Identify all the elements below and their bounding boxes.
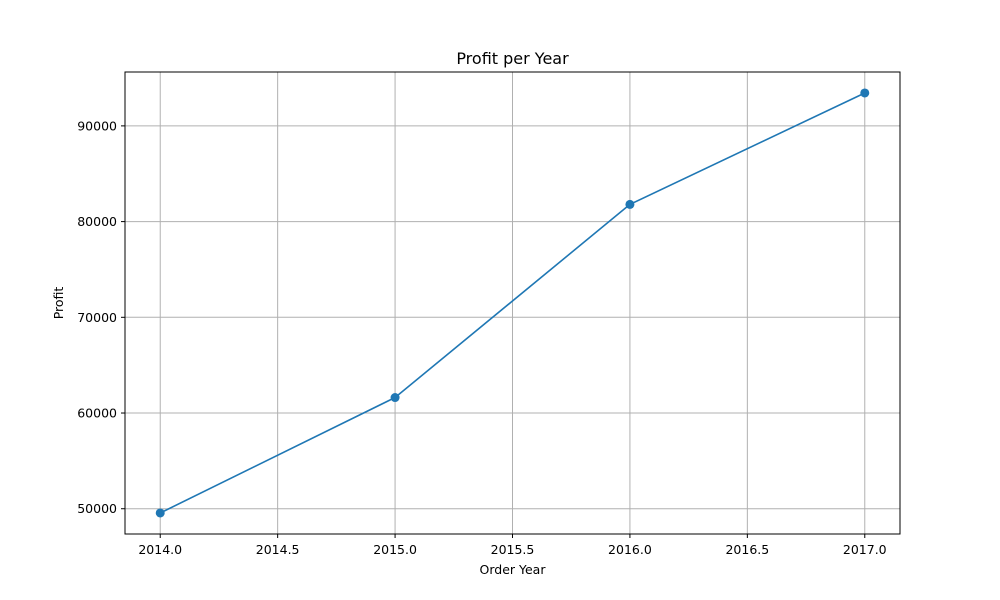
grid-layer <box>125 72 900 534</box>
data-point <box>390 393 400 403</box>
y-axis-label: Profit <box>51 287 66 320</box>
x-tick-label: 2014.0 <box>138 542 182 557</box>
series-line <box>159 92 866 514</box>
data-point <box>860 88 870 98</box>
x-tick-label: 2015.0 <box>373 542 417 557</box>
y-tick-label: 50000 <box>77 501 117 516</box>
y-tick-label: 70000 <box>77 310 117 325</box>
tick-layer: 2014.0 2014.5 2015.0 2015.5 2016.0 2016.5 2017… <box>77 118 886 557</box>
x-tick-label: 2017.0 <box>843 542 887 557</box>
y-tick-label: 90000 <box>77 118 117 133</box>
y-tick-label: 80000 <box>77 214 117 229</box>
series-layer <box>155 88 870 518</box>
x-axis-label: Order Year <box>480 562 547 577</box>
x-tick-label: 2015.5 <box>491 542 535 557</box>
x-tick-label: 2016.0 <box>608 542 652 557</box>
x-tick-label: 2014.5 <box>256 542 300 557</box>
data-point <box>155 508 165 518</box>
chart-title: Profit per Year <box>456 49 569 68</box>
x-tick-label: 2016.5 <box>725 542 769 557</box>
data-point <box>625 199 635 209</box>
y-tick-label: 60000 <box>77 406 117 421</box>
